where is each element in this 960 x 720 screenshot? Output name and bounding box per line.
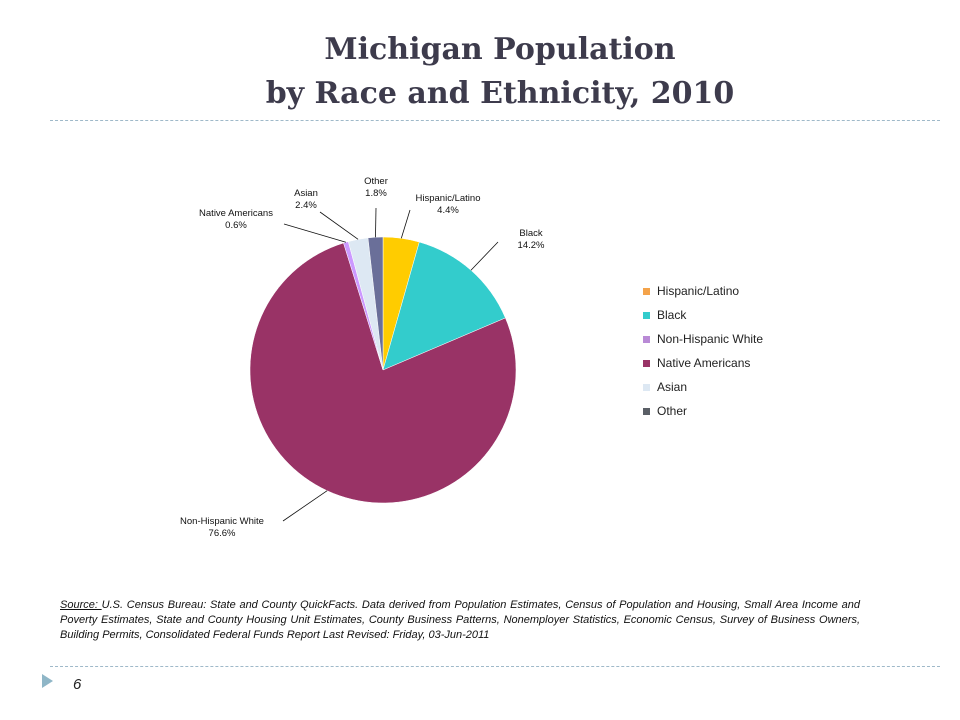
triangle-bullet-icon	[42, 674, 53, 688]
slice-name-label-asian: Asian	[294, 188, 318, 199]
legend-label: Non-Hispanic White	[657, 332, 764, 346]
slice-name-label-hispanic-latino: Hispanic/Latino	[416, 193, 481, 204]
source-text: U.S. Census Bureau: State and County Qui…	[60, 599, 860, 641]
slice-black	[382, 241, 506, 371]
slice-non-hispanic-white	[249, 242, 517, 504]
slice-value-label-non-hispanic-white: 76.6%	[209, 528, 236, 539]
title-line-2: by Race and Ethnicity, 2010	[265, 76, 735, 111]
leader-line-other	[375, 207, 377, 238]
legend-item-other: Other	[643, 399, 763, 423]
slice-value-label-black: 14.2%	[518, 240, 545, 251]
slice-value-label-hispanic-latino: 4.4%	[437, 205, 459, 216]
slice-other	[367, 236, 384, 371]
legend-swatch	[643, 287, 650, 295]
legend-label: Asian	[657, 380, 688, 394]
legend-swatch	[643, 311, 650, 319]
legend-item-asian: Asian	[643, 375, 763, 399]
slice-value-label-asian: 2.4%	[295, 200, 317, 211]
slice-value-label-native-americans: 0.6%	[225, 220, 247, 231]
slice-name-label-black: Black	[519, 228, 542, 239]
footer-divider	[50, 666, 940, 667]
title-divider	[50, 120, 940, 121]
source-note: Source: U.S. Census Bureau: State and Co…	[60, 598, 860, 643]
legend-item-hispanic-latino: Hispanic/Latino	[643, 279, 763, 303]
slice-name-label-native-americans: Native Americans	[199, 208, 273, 219]
legend-item-black: Black	[643, 303, 763, 327]
leader-line-hispanic-latino	[400, 209, 411, 239]
legend-swatch	[643, 407, 650, 415]
legend-label: Hispanic/Latino	[657, 284, 740, 298]
source-prefix: Source:	[60, 599, 102, 611]
legend-label: Black	[657, 308, 687, 322]
legend-swatch	[643, 359, 650, 367]
slice-value-label-other: 1.8%	[365, 188, 387, 199]
chart-legend: Hispanic/Latino Black Non-Hispanic White Na…	[643, 279, 763, 423]
slice-name-label-non-hispanic-white: Non-Hispanic White	[180, 516, 264, 527]
legend-label: Other	[657, 404, 688, 418]
legend-label: Native Americans	[657, 356, 751, 370]
page-number: 6	[73, 676, 82, 693]
legend-item-native-americans: Native Americans	[643, 351, 763, 375]
leader-line-non-hispanic-white	[282, 490, 328, 522]
legend-swatch	[643, 383, 650, 391]
slice-name-label-other: Other	[364, 176, 388, 187]
slide-title: Michigan Population by Race and Ethnicit…	[0, 28, 960, 116]
leader-line-asian	[319, 211, 359, 240]
leader-line-black	[470, 241, 499, 271]
title-line-1: Michigan Population	[324, 32, 676, 67]
legend-swatch	[643, 335, 650, 343]
legend-item-non-hispanic-white: Non-Hispanic White	[643, 327, 763, 351]
leader-line-native-americans	[283, 223, 347, 243]
